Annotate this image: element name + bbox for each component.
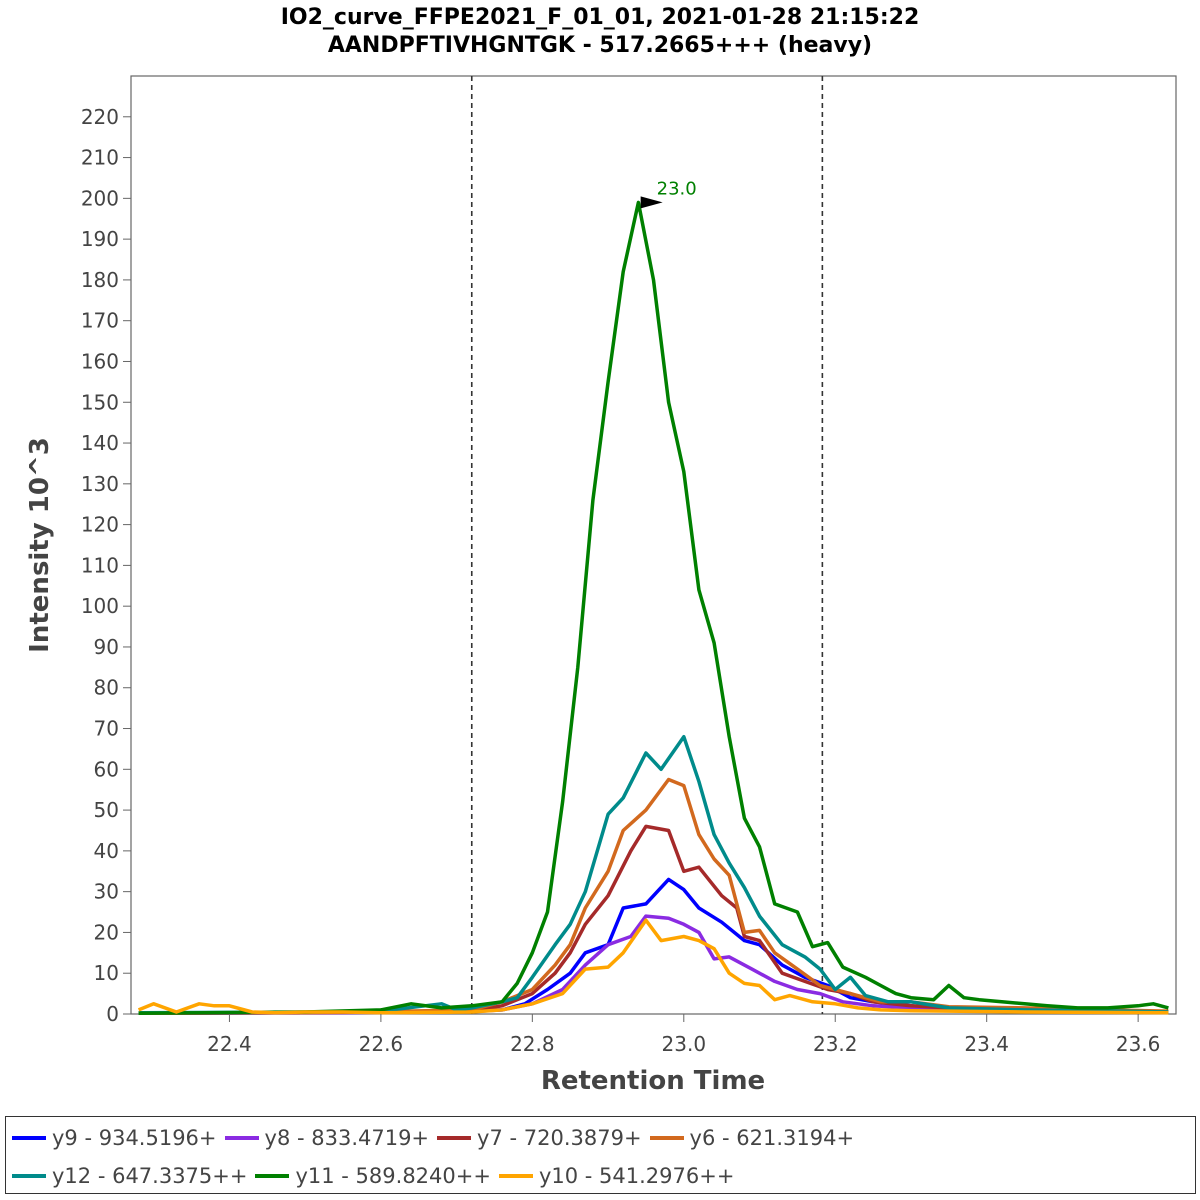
legend-label: y9 - 934.5196+ — [52, 1126, 217, 1150]
legend-item: y7 - 720.3879+ — [437, 1126, 642, 1150]
legend-label: y6 - 621.3194+ — [689, 1126, 855, 1150]
y-tick-label: 70 — [94, 717, 119, 741]
y-tick-label: 210 — [81, 146, 119, 170]
legend-row-1: y9 - 934.5196+ y8 - 833.4719+ y7 - 720.387… — [12, 1119, 862, 1157]
y-tick-label: 190 — [81, 227, 119, 251]
legend-label: y10 - 541.2976++ — [538, 1164, 735, 1188]
y-tick-label: 10 — [94, 961, 119, 985]
y-tick-label: 80 — [94, 676, 119, 700]
y-tick-label: 110 — [81, 553, 119, 577]
x-tick-label: 22.4 — [207, 1032, 252, 1056]
legend-label: y12 - 647.3375++ — [52, 1164, 248, 1188]
x-tick-label: 22.8 — [510, 1032, 555, 1056]
plot-area — [130, 75, 1177, 1015]
y-tick-label: 140 — [81, 431, 119, 455]
y-tick-label: 120 — [81, 513, 119, 537]
y-tick-label: 160 — [81, 349, 119, 373]
x-tick-label: 22.6 — [359, 1032, 404, 1056]
peak-annotation-layer: 23.0 — [640, 178, 697, 209]
y-tick-label: 150 — [81, 390, 119, 414]
series-layer — [137, 200, 1169, 1015]
legend-item: y10 - 541.2976++ — [498, 1164, 735, 1188]
x-tick-label: 23.6 — [1116, 1032, 1161, 1056]
legend-item: y12 - 647.3375++ — [12, 1164, 247, 1188]
legend-swatch — [255, 1174, 290, 1178]
y-axis-title: Intensity 10^3 — [25, 437, 55, 653]
y-tick-label: 200 — [81, 186, 119, 210]
series-line-6 — [138, 200, 1169, 1015]
y-tick-label: 170 — [81, 309, 119, 333]
peak-label: 23.0 — [657, 178, 697, 199]
legend-item: y9 - 934.5196+ — [12, 1126, 217, 1150]
legend-label: y7 - 720.3879+ — [477, 1126, 642, 1150]
chart-title: IO2_curve_FFPE2021_F_01_01, 2021-01-28 2… — [281, 5, 920, 30]
peak-marker-arrow — [640, 196, 663, 209]
x-tick-label: 23.4 — [964, 1032, 1009, 1056]
y-tick-label: 0 — [106, 1002, 119, 1026]
y-axis: 0 10 20 30 40 50 60 70 80 90 100 110 120 130 140 150 160… — [81, 105, 131, 1026]
legend-item: y11 - 589.8240++ — [255, 1164, 491, 1188]
y-tick-label: 130 — [81, 472, 119, 496]
series-line-7 — [137, 918, 1169, 1015]
y-tick-label: 20 — [94, 920, 119, 944]
y-tick-label: 60 — [94, 757, 119, 781]
y-tick-label: 40 — [94, 839, 119, 863]
legend-item: y8 - 833.4719+ — [224, 1126, 430, 1150]
legend-swatch — [649, 1136, 684, 1140]
chart-subtitle: AANDPFTIVHGNTGK - 517.2665+++ (heavy) — [328, 33, 872, 58]
x-axis: 22.4 22.6 22.8 23.0 23.2 23.4 23.6 — [207, 1014, 1160, 1056]
integration-boundaries — [470, 76, 824, 1014]
y-tick-label: 180 — [81, 268, 119, 292]
x-axis-title: Retention Time — [541, 1066, 765, 1096]
y-tick-label: 100 — [81, 594, 119, 618]
legend-item: y6 - 621.3194+ — [649, 1126, 855, 1150]
legend: y9 - 934.5196+ y8 - 833.4719+ y7 - 720.387… — [5, 1116, 1196, 1194]
legend-swatch — [437, 1136, 472, 1140]
legend-row-2: y12 - 647.3375++ y11 - 589.8240++ y10 - 54… — [12, 1157, 742, 1195]
y-tick-label: 90 — [94, 635, 119, 659]
y-tick-label: 30 — [94, 880, 119, 904]
y-tick-label: 50 — [94, 798, 119, 822]
legend-swatch — [12, 1174, 46, 1178]
x-tick-label: 23.0 — [662, 1032, 707, 1056]
legend-swatch — [224, 1136, 259, 1140]
legend-label: y8 - 833.4719+ — [264, 1126, 430, 1150]
legend-swatch — [12, 1136, 46, 1140]
legend-label: y11 - 589.8240++ — [295, 1164, 491, 1188]
x-tick-label: 23.2 — [813, 1032, 858, 1056]
legend-swatch — [498, 1174, 533, 1178]
y-tick-label: 220 — [81, 105, 119, 129]
